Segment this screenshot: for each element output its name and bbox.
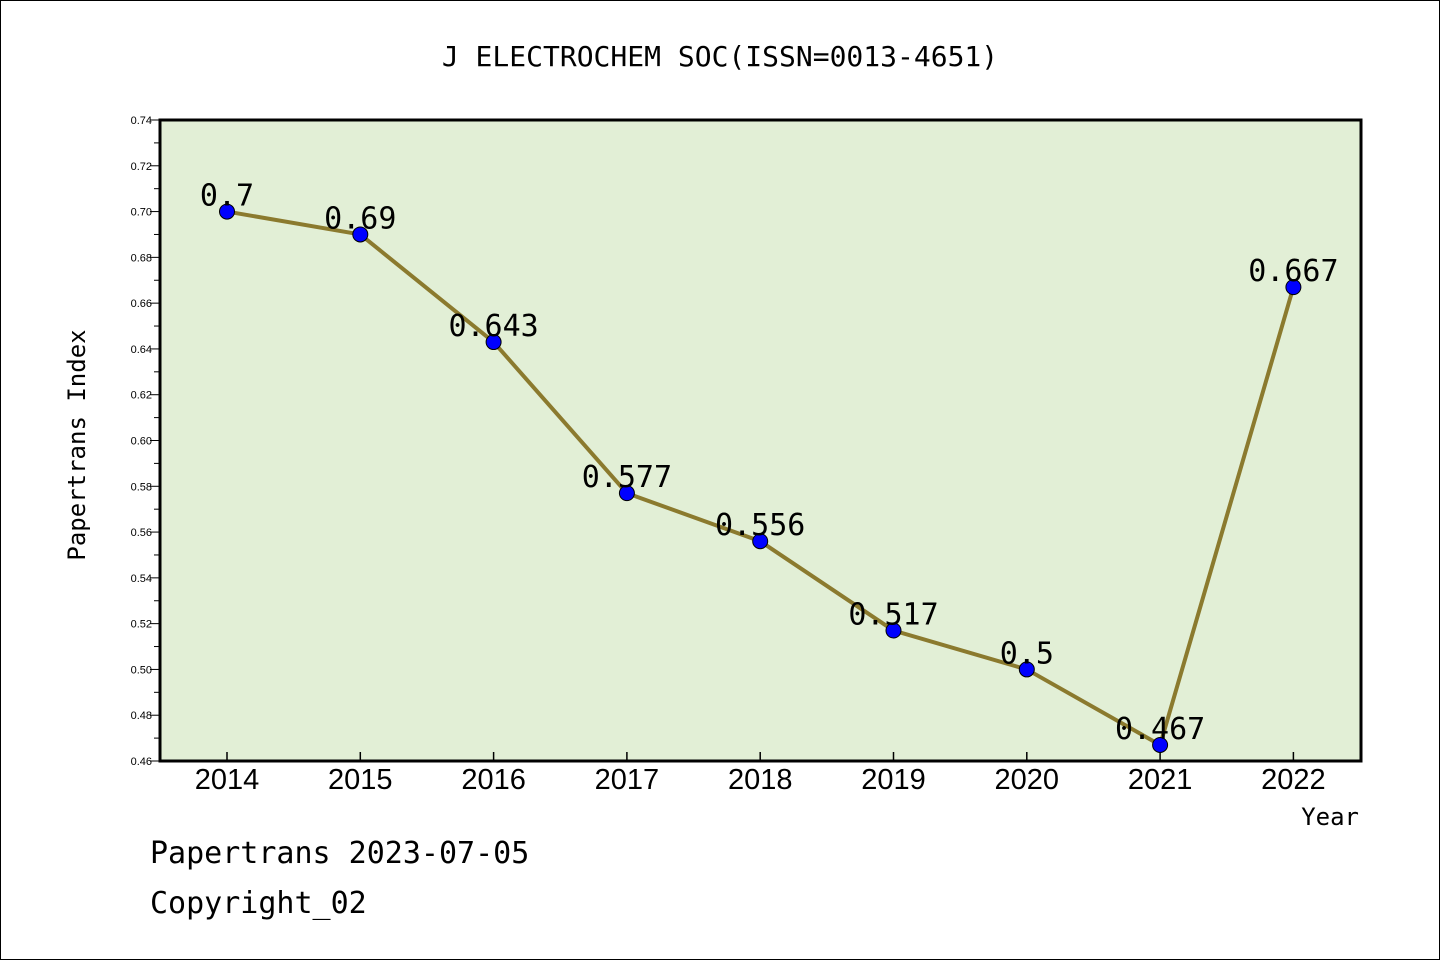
data-label: 0.517 [848,598,938,633]
y-tick-label: 0.70 [131,207,152,219]
x-tick-label: 2021 [1128,764,1193,796]
y-tick-label: 0.56 [131,527,152,539]
y-tick-label: 0.60 [131,436,152,448]
data-label: 0.577 [582,460,672,495]
data-label: 0.667 [1248,254,1338,289]
x-tick-label: 2014 [195,764,260,796]
footer-copyright: Copyright_02 [150,886,367,921]
y-tick-label: 0.54 [131,573,152,585]
x-tick-label: 2022 [1261,764,1326,796]
y-tick-label: 0.52 [131,619,152,631]
data-label: 0.556 [715,508,805,543]
data-point [352,226,369,243]
data-label: 0.69 [324,201,396,236]
data-point [885,622,902,639]
y-tick-label: 0.48 [131,710,152,722]
y-tick-label: 0.62 [131,390,152,402]
data-point [618,485,635,502]
y-tick-label: 0.50 [131,664,152,676]
y-tick-label: 0.64 [131,344,152,356]
x-tick-label: 2019 [861,764,926,796]
x-tick-label: 2020 [995,764,1060,796]
y-tick-label: 0.46 [131,756,152,768]
y-axis-label: Papertrans Index [63,329,91,560]
data-point [485,334,502,351]
x-tick-label: 2017 [595,764,660,796]
y-tick-label: 0.72 [131,161,152,173]
y-tick-label: 0.74 [131,115,152,127]
data-point [219,203,235,220]
x-tick-label: 2015 [328,764,393,796]
data-label: 0.7 [200,179,254,214]
data-point [1285,279,1302,296]
data-point [752,533,769,550]
y-tick-label: 0.66 [131,298,152,310]
x-tick-label: 2018 [728,764,793,796]
footer-date: Papertrans 2023-07-05 [150,836,529,871]
data-label: 0.467 [1115,712,1205,747]
y-axis-ticks: 0.46 0.48 0.50 0.52 0.54 0.56 0.58 0.60 0.62 0.64… [131,115,160,768]
x-axis-label: Year [1301,803,1359,831]
data-point [1018,661,1035,678]
plot-border [158,118,1363,763]
chart-title: J ELECTROCHEM SOC(ISSN=0013-4651) [442,40,998,73]
x-tick-label: 2016 [461,764,526,796]
y-tick-label: 0.68 [131,252,152,264]
series-group [219,203,1302,753]
data-point [1152,736,1169,753]
data-label: 0.643 [448,309,538,344]
y-tick-label: 0.58 [131,481,152,493]
data-labels-group: 0.7 0.69 0.643 0.577 0.556 0.517 0.5 0.467 0.667 [200,179,1339,747]
data-label: 0.5 [1000,636,1054,671]
x-axis-ticks: 2014 2015 2016 2017 2018 2019 2020 2021 2022 [195,752,1326,796]
